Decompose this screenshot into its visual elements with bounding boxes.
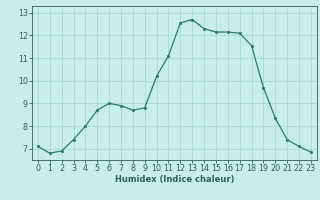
X-axis label: Humidex (Indice chaleur): Humidex (Indice chaleur) [115, 175, 234, 184]
